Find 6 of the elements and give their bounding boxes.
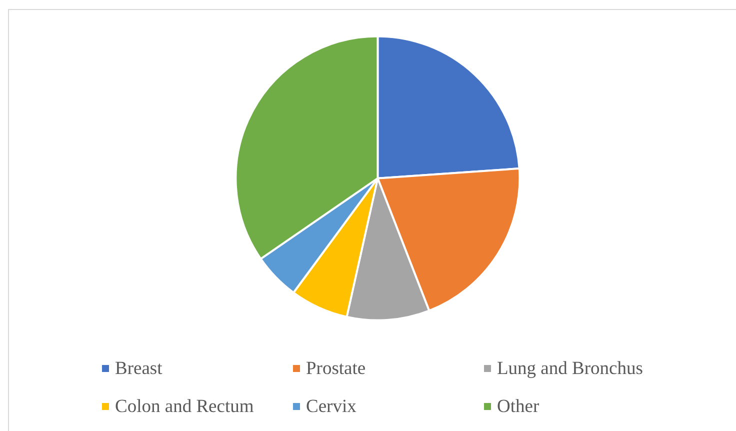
legend-label: Other — [497, 397, 540, 417]
legend-label: Lung and Bronchus — [497, 359, 643, 379]
legend-label: Cervix — [306, 397, 358, 417]
legend-label: Colon and Rectum — [115, 397, 254, 417]
legend-label: Breast — [115, 359, 164, 379]
legend-label: Prostate — [306, 359, 366, 379]
